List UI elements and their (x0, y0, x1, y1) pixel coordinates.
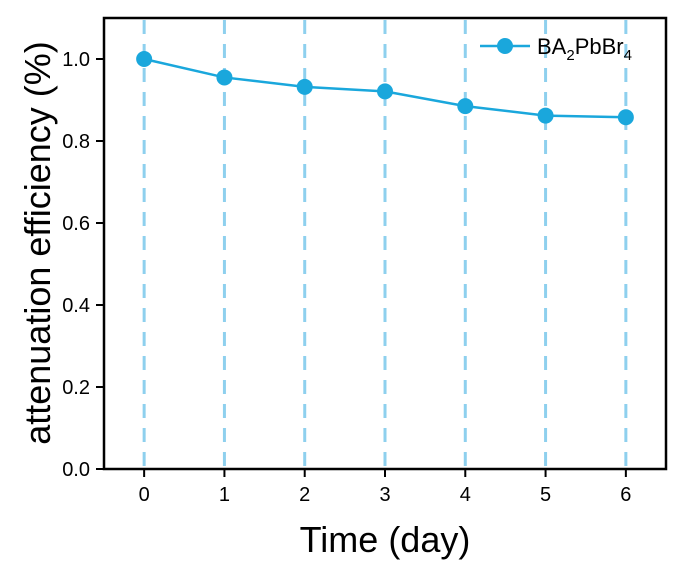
x-tick-label-3: 3 (379, 484, 390, 506)
y-tick-label-1: 0.2 (62, 377, 90, 399)
y-tick-label-2: 0.4 (62, 295, 90, 317)
data-point-1 (216, 69, 233, 86)
x-tick-label-5: 5 (540, 484, 551, 506)
y-tick-label-4: 0.8 (62, 131, 90, 153)
legend: BA2PbBr4 (480, 34, 632, 64)
data-point-3 (377, 83, 393, 100)
x-tick-label-1: 1 (219, 484, 230, 506)
axis-ticks: 0 1 2 3 4 5 6 0.0 0.2 0.4 0.6 0.8 1.0 (62, 49, 631, 506)
legend-marker (497, 38, 513, 54)
legend-label-sub1: 2 (566, 47, 574, 64)
data-point-5 (537, 107, 554, 124)
legend-label-base: BA (537, 34, 567, 59)
data-point-6 (617, 109, 634, 126)
data-point-2 (296, 78, 313, 95)
y-tick-label-3: 0.6 (62, 213, 90, 235)
x-tick-label-6: 6 (620, 484, 631, 506)
legend-label-sub2: 4 (624, 47, 632, 64)
data-point-4 (457, 98, 474, 115)
x-tick-label-0: 0 (139, 484, 150, 506)
legend-label: BA2PbBr4 (537, 34, 632, 64)
legend-label-mid: PbBr (575, 34, 624, 59)
x-axis-title: Time (day) (300, 519, 471, 560)
y-tick-label-0: 0.0 (62, 459, 90, 481)
x-tick-label-4: 4 (460, 484, 471, 506)
data-point-0 (136, 51, 153, 67)
y-tick-label-5: 1.0 (62, 49, 90, 71)
x-tick-label-2: 2 (299, 484, 310, 506)
y-axis-title: attenuation efficiency (%) (17, 41, 58, 445)
series-line-ba2pbbr4 (136, 51, 634, 126)
